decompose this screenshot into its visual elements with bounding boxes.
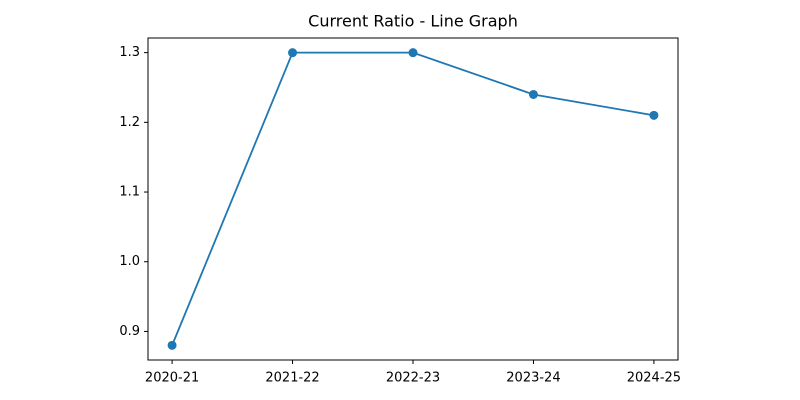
x-tick-label: 2022-23 (386, 371, 440, 386)
y-tick-label: 0.9 (119, 324, 140, 339)
x-tick-label: 2020-21 (145, 371, 199, 386)
x-tick-label: 2024-25 (627, 371, 681, 386)
point (528, 89, 538, 99)
x-tick-label: 2021-22 (265, 371, 319, 386)
point (167, 340, 177, 350)
point (408, 48, 418, 58)
axes-frame (147, 37, 679, 361)
y-tick-label: 1.2 (119, 115, 140, 130)
y-tick-label: 1.0 (119, 254, 140, 269)
chart-title: Current Ratio - Line Graph (308, 12, 518, 31)
point (288, 48, 298, 58)
y-tick-label: 1.3 (119, 45, 140, 60)
point (649, 110, 659, 120)
y-tick-label: 1.1 (119, 185, 140, 200)
x-tick-label: 2023-24 (506, 371, 560, 386)
